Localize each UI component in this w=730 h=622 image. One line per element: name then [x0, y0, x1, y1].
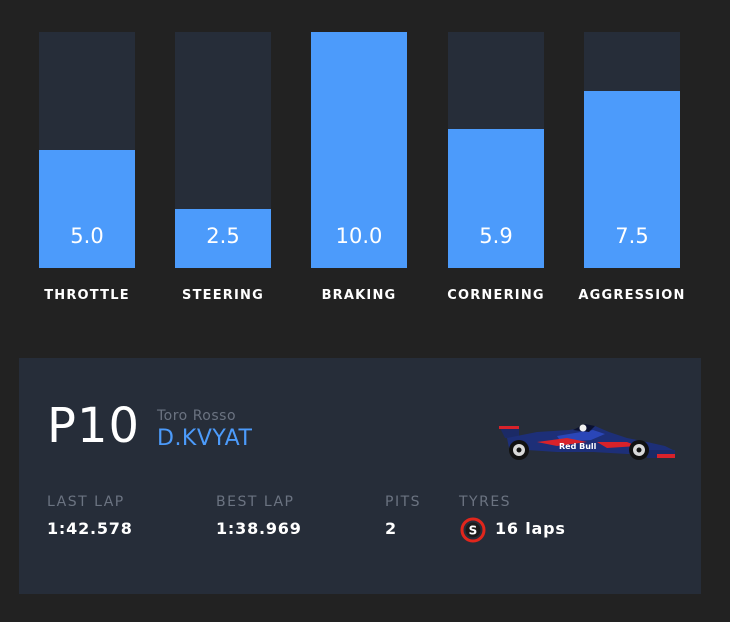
- metric-cornering: 5.9 CORNERING: [447, 32, 544, 303]
- driver-name: D.KVYAT: [157, 426, 253, 451]
- metric-label: STEERING: [182, 288, 264, 303]
- metric-bar-fill: [448, 128, 544, 268]
- best-lap-value: 1:38.969: [216, 519, 302, 538]
- metric-bar-fill: [39, 150, 135, 268]
- metric-label: AGGRESSION: [578, 288, 686, 303]
- pits-label: PITS: [385, 494, 422, 510]
- metric-braking: 10.0 BRAKING: [311, 32, 407, 303]
- metric-bar-track: 2.5: [175, 32, 271, 268]
- sponsor-text: Red Bull: [559, 442, 597, 451]
- metric-value: 5.0: [70, 224, 104, 248]
- metric-bar-track: 7.5: [584, 32, 680, 268]
- soft-tyre-icon: S: [460, 517, 486, 543]
- metric-value: 7.5: [615, 224, 649, 248]
- metric-aggression: 7.5 AGGRESSION: [578, 32, 684, 303]
- metric-throttle: 5.0 THROTTLE: [39, 32, 135, 303]
- pits-value: 2: [385, 519, 397, 538]
- last-lap-label: LAST LAP: [47, 494, 125, 510]
- tyres-label: TYRES: [459, 494, 512, 510]
- metric-bar-track: 5.0: [39, 32, 135, 268]
- team-name: Toro Rosso: [157, 408, 237, 424]
- metric-bar-fill: [584, 91, 680, 268]
- race-position: P10: [47, 398, 141, 454]
- metric-value: 2.5: [206, 224, 240, 248]
- driver-panel[interactable]: P10 Toro Rosso D.KVYAT Red Bull LAST LAP…: [19, 358, 701, 594]
- tyre-laps: 16 laps: [495, 519, 566, 538]
- metric-steering: 2.5 STEERING: [175, 32, 271, 303]
- metric-bar-track: 10.0: [311, 32, 407, 268]
- tyre-compound: S: [469, 524, 478, 538]
- metric-label: BRAKING: [321, 288, 397, 303]
- metric-label: THROTTLE: [44, 288, 130, 303]
- metric-value: 10.0: [335, 224, 383, 248]
- driver-metrics-chart: 5.0 THROTTLE 2.5 STEERING 10.0 BRAKING 5…: [39, 32, 684, 303]
- metric-value: 5.9: [479, 224, 513, 248]
- metric-bar-fill: [311, 32, 407, 268]
- f1-car-image: Red Bull: [499, 424, 675, 460]
- best-lap-label: BEST LAP: [216, 494, 295, 510]
- metric-label: CORNERING: [447, 288, 545, 303]
- metric-bar-track: 5.9: [448, 32, 544, 268]
- metric-bar-fill: [175, 209, 271, 268]
- last-lap-value: 1:42.578: [47, 519, 133, 538]
